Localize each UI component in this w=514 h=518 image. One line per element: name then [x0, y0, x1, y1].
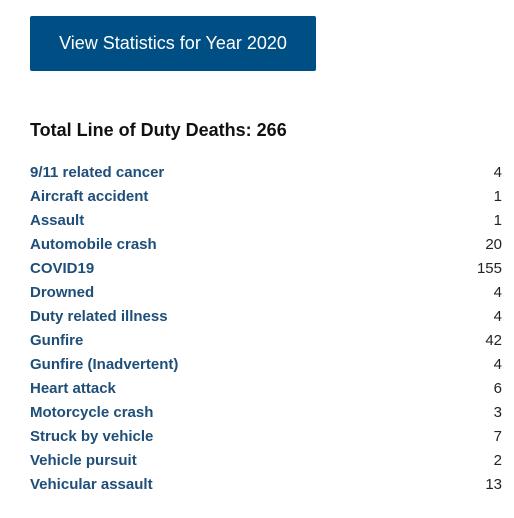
cause-link-gunfire[interactable]: Gunfire	[30, 331, 84, 349]
cause-count: 4	[493, 355, 502, 373]
cause-link-911-related-cancer[interactable]: 9/11 related cancer	[30, 163, 165, 181]
cause-row: Vehicle pursuit 2	[30, 448, 502, 472]
cause-count: 20	[485, 235, 502, 253]
cause-row: Drowned 4	[30, 280, 502, 304]
cause-count: 155	[476, 259, 502, 277]
cause-row: Assault 1	[30, 208, 502, 232]
cause-row: Aircraft accident 1	[30, 184, 502, 208]
cause-count: 6	[493, 379, 502, 397]
cause-row: COVID19 155	[30, 256, 502, 280]
cause-row: Duty related illness 4	[30, 304, 502, 328]
cause-count: 42	[485, 331, 502, 349]
cause-link-gunfire-inadvertent[interactable]: Gunfire (Inadvertent)	[30, 355, 179, 373]
cause-link-motorcycle-crash[interactable]: Motorcycle crash	[30, 403, 154, 421]
cause-count: 3	[493, 403, 502, 421]
cause-link-heart-attack[interactable]: Heart attack	[30, 379, 116, 397]
cause-count: 4	[493, 163, 502, 181]
cause-list: 9/11 related cancer 4 Aircraft accident …	[30, 160, 502, 496]
cause-link-duty-related-illness[interactable]: Duty related illness	[30, 307, 168, 325]
cause-row: Gunfire 42	[30, 328, 502, 352]
cause-link-assault[interactable]: Assault	[30, 211, 85, 229]
cause-count: 1	[493, 211, 502, 229]
cause-count: 13	[485, 475, 502, 493]
cause-count: 4	[493, 283, 502, 301]
total-deaths-heading: Total Line of Duty Deaths: 266	[30, 120, 287, 140]
cause-count: 1	[493, 187, 502, 205]
cause-row: Motorcycle crash 3	[30, 400, 502, 424]
cause-link-vehicular-assault[interactable]: Vehicular assault	[30, 475, 153, 493]
cause-row: 9/11 related cancer 4	[30, 160, 502, 184]
cause-row: Heart attack 6	[30, 376, 502, 400]
cause-row: Gunfire (Inadvertent) 4	[30, 352, 502, 376]
cause-row: Automobile crash 20	[30, 232, 502, 256]
cause-link-struck-by-vehicle[interactable]: Struck by vehicle	[30, 427, 154, 445]
cause-link-covid19[interactable]: COVID19	[30, 259, 95, 277]
cause-row: Struck by vehicle 7	[30, 424, 502, 448]
cause-link-vehicle-pursuit[interactable]: Vehicle pursuit	[30, 451, 137, 469]
cause-count: 7	[493, 427, 502, 445]
cause-row: Vehicular assault 13	[30, 472, 502, 496]
cause-count: 4	[493, 307, 502, 325]
cause-link-drowned[interactable]: Drowned	[30, 283, 95, 301]
cause-link-aircraft-accident[interactable]: Aircraft accident	[30, 187, 149, 205]
view-statistics-button[interactable]: View Statistics for Year 2020	[30, 16, 316, 71]
cause-link-automobile-crash[interactable]: Automobile crash	[30, 235, 157, 253]
cause-count: 2	[493, 451, 502, 469]
